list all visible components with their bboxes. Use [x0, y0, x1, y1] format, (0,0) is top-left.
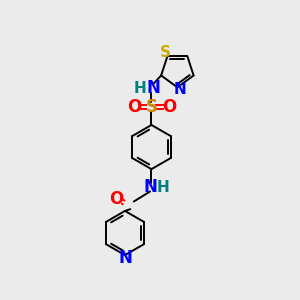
Text: N: N — [143, 178, 157, 196]
Text: H: H — [134, 81, 147, 96]
Text: N: N — [174, 82, 187, 97]
Text: S: S — [160, 45, 170, 60]
Text: O: O — [162, 98, 176, 116]
Text: S: S — [146, 98, 158, 116]
Text: O: O — [109, 190, 123, 208]
Text: O: O — [127, 98, 141, 116]
Text: N: N — [146, 80, 160, 98]
Text: N: N — [118, 249, 132, 267]
Text: H: H — [157, 180, 169, 195]
